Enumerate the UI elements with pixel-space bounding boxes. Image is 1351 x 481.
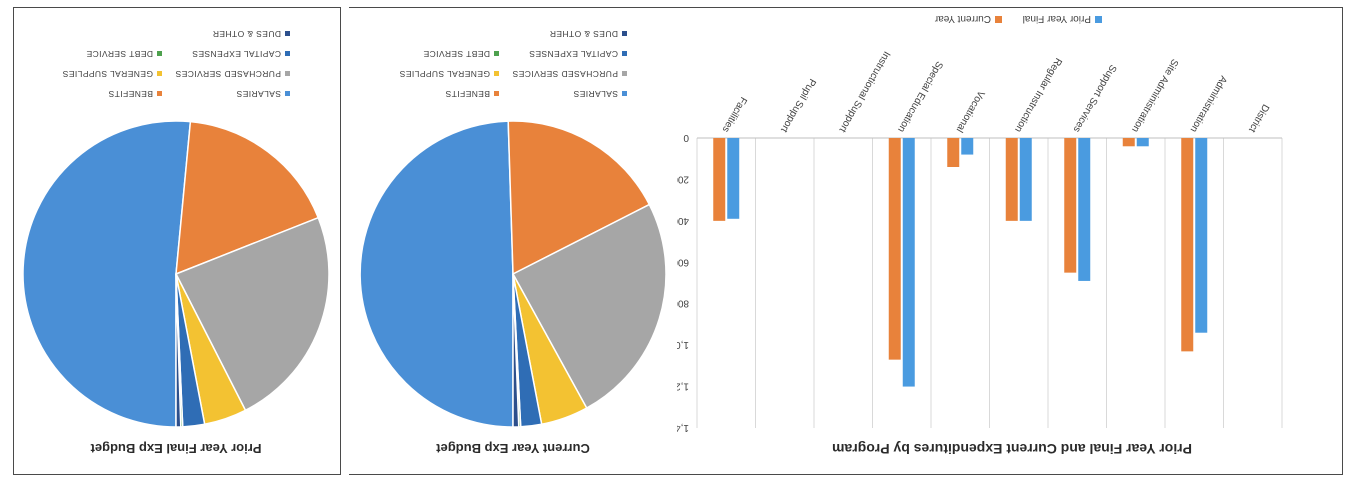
pie1-slice-purchased-services — [174, 216, 330, 412]
pie1-legend-label-dues-and-other: DUES & OTHER — [212, 29, 281, 39]
bar-current-year-facilities — [713, 138, 726, 221]
y-tick-label: 1,200,000 — [670, 381, 689, 392]
x-category-label: Instructional Support — [837, 49, 892, 134]
x-category-label: Site Administration — [1129, 57, 1180, 134]
bar-chart-title: Prior Year Final and Current Expenditure… — [832, 441, 1192, 457]
pie2-legend-swatch-salaries — [622, 91, 627, 96]
bar-legend-swatch-current-year — [995, 16, 1002, 23]
x-category-label: Vocational — [954, 89, 987, 134]
bar-current-year-regular-instruction — [1005, 138, 1018, 221]
pie2-slice-purchased-services — [511, 203, 667, 410]
bar-prior-year-final-vocational — [961, 138, 974, 155]
pie2-slice-dues-and-other — [512, 273, 520, 428]
bar-current-year-special-education — [888, 138, 901, 360]
pie2-legend-swatch-purchased-services — [622, 71, 627, 76]
bar-prior-year-final-site-administration — [1136, 138, 1149, 147]
bar-current-year-site-administration — [1122, 138, 1135, 147]
program-expenditures-panel: Prior Year Final and Current Expenditure… — [670, 7, 1343, 475]
pie1-legend-label-general-supplies: GENERAL SUPPLIES — [62, 69, 153, 79]
y-tick-label: 800,000 — [670, 298, 689, 309]
bar-prior-year-final-regular-instruction — [1019, 138, 1032, 221]
pie1-slice-dues-and-other — [175, 273, 182, 428]
pie2-legend-swatch-capital-expenses — [622, 51, 627, 56]
pie1-legend-label-capital-expenses: CAPITAL EXPENSES — [192, 49, 281, 59]
bar-legend-swatch-prior-year-final — [1095, 16, 1102, 23]
bar-chart: Prior Year Final and Current Expenditure… — [670, 13, 1283, 457]
current-year-pie-title: Current Year Exp Budget — [436, 441, 590, 456]
pie2-legend-swatch-benefits — [494, 91, 499, 96]
bar-current-year-vocational — [947, 138, 960, 167]
pie1-legend-swatch-capital-expenses — [285, 51, 290, 56]
pie1-legend-swatch-purchased-services — [285, 71, 290, 76]
x-category-label: Pupil Support — [778, 76, 818, 134]
prior-year-pie-chart: Prior Year Final Exp Budget SALARIES BENE… — [22, 29, 330, 456]
x-category-label: Regular Instruction — [1012, 56, 1063, 134]
bar-legend-label-prior-year-final: Prior Year Final — [1023, 13, 1091, 24]
x-category-label: Administration — [1188, 74, 1229, 134]
pie1-legend-swatch-benefits — [157, 91, 162, 96]
pie1-legend-label-debt-service: DEBT SERVICE — [86, 49, 153, 59]
bar-prior-year-final-facilities — [727, 138, 740, 219]
bar-current-year-support-services — [1064, 138, 1077, 273]
bar-legend-label-current-year: Current Year — [934, 13, 991, 24]
pie1-legend-label-benefits: BENEFITS — [108, 89, 153, 99]
pie1-legend-swatch-dues-and-other — [285, 31, 290, 36]
y-tick-label: 1,400,000 — [670, 422, 689, 433]
pie2-legend-label-capital-expenses: CAPITAL EXPENSES — [529, 49, 618, 59]
pie1-legend-label-salaries: SALARIES — [236, 89, 281, 99]
pie1-legend-swatch-general-supplies — [157, 71, 162, 76]
bar-prior-year-final-administration — [1195, 138, 1208, 333]
pie1-legend-label-purchased-services: PURCHASED SERVICES — [175, 69, 281, 79]
y-tick-label: 1,000,000 — [670, 339, 689, 350]
y-tick-label: 400,000 — [670, 215, 689, 226]
pie2-legend-label-purchased-services: PURCHASED SERVICES — [512, 69, 618, 79]
pie1-legend-swatch-salaries — [285, 91, 290, 96]
x-category-label: Facilities — [720, 95, 749, 134]
pie2-legend-swatch-general-supplies — [494, 71, 499, 76]
pie1-slice-benefits — [175, 120, 320, 276]
bar-prior-year-final-support-services — [1078, 138, 1091, 281]
pie1-slice-salaries — [22, 120, 192, 428]
pie2-legend-label-salaries: SALARIES — [573, 89, 618, 99]
pie2-legend-swatch-debt-service — [494, 51, 499, 56]
prior-year-pie-title: Prior Year Final Exp Budget — [90, 441, 262, 456]
pie2-legend-label-general-supplies: GENERAL SUPPLIES — [399, 69, 490, 79]
pie2-legend-swatch-dues-and-other — [622, 31, 627, 36]
current-year-budget-panel: Current Year Exp Budget SALARIES BENEFITS… — [349, 7, 677, 475]
bar-prior-year-final-special-education — [902, 138, 915, 387]
current-year-pie-chart: Current Year Exp Budget SALARIES BENEFITS… — [359, 29, 667, 456]
y-tick-label: 200,000 — [670, 173, 689, 184]
pie2-legend-label-dues-and-other: DUES & OTHER — [549, 29, 618, 39]
pie1-legend-swatch-debt-service — [157, 51, 162, 56]
pie2-slice-salaries — [359, 120, 514, 428]
y-tick-label: 600,000 — [670, 256, 689, 267]
pie2-legend-label-debt-service: DEBT SERVICE — [423, 49, 490, 59]
pie2-legend-label-benefits: BENEFITS — [445, 89, 490, 99]
x-category-label: Support Services — [1071, 63, 1119, 134]
prior-year-budget-panel: Prior Year Final Exp Budget SALARIES BENE… — [13, 7, 341, 475]
pie2-slice-benefits — [507, 120, 651, 276]
y-tick-label: 0 — [683, 132, 689, 143]
bar-current-year-administration — [1181, 138, 1194, 352]
x-category-label: District — [1246, 102, 1271, 134]
x-category-label: Special Education — [895, 59, 945, 134]
